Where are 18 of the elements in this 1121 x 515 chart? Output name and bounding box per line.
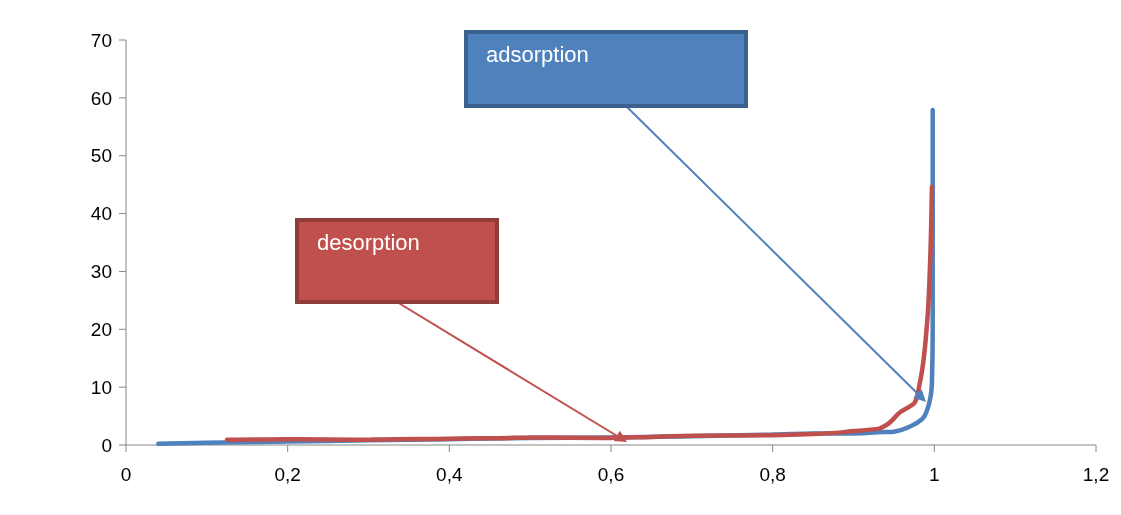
y-tick-label: 20 [90, 318, 112, 340]
y-tick-label: 0 [101, 434, 112, 456]
annotation: desorption [317, 230, 420, 255]
x-tick-label: 0,2 [274, 464, 301, 485]
x-tick-label: 1 [929, 464, 940, 485]
y-tick-label: 50 [90, 145, 112, 167]
line-series [224, 184, 935, 443]
x-tick-label: 0 [120, 464, 132, 485]
x-tick-label: 0,6 [597, 464, 625, 485]
x-tick-label: 0,8 [759, 464, 786, 485]
y-tick-label: 10 [90, 376, 112, 398]
y-tick-label: 40 [90, 203, 112, 225]
y-tick-label: 70 [90, 29, 112, 51]
y-tick-label: 30 [90, 261, 112, 283]
x-tick-label: 1,2 [1082, 464, 1110, 485]
annotation: adsorption [486, 42, 589, 67]
x-tick-label: 0,4 [436, 464, 463, 485]
y-tick-label: 60 [90, 87, 112, 109]
